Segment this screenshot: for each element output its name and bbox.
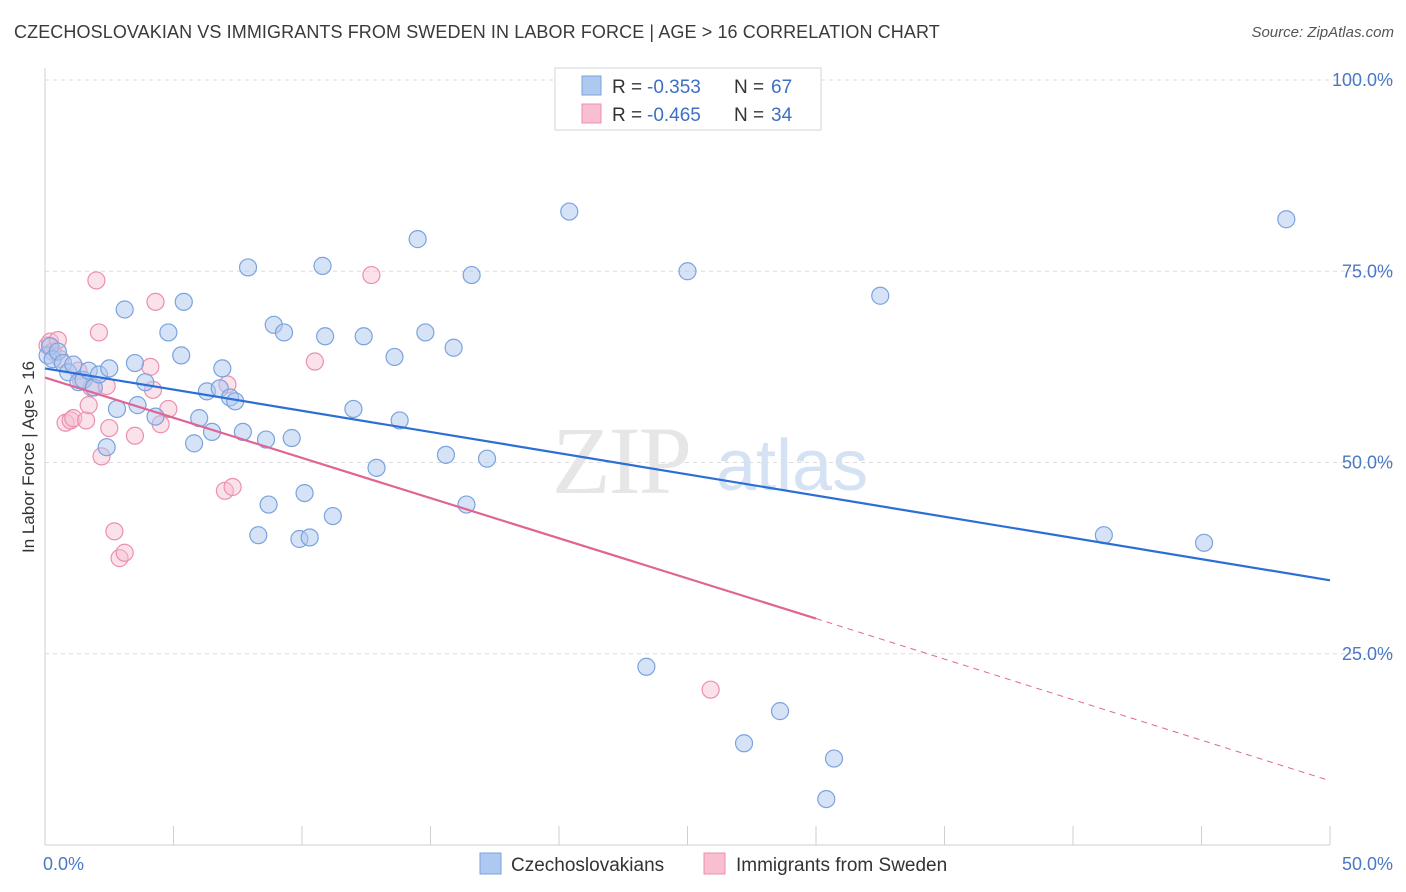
legend-r-value-2: -0.465 <box>647 105 701 126</box>
data-point-czechoslovakians <box>300 528 319 547</box>
data-point-czechoslovakians <box>249 526 268 545</box>
data-point-czechoslovakians <box>678 262 697 281</box>
data-point-immigrants-from-sweden <box>362 265 381 285</box>
watermark-atlas: atlas <box>716 426 868 506</box>
data-point-czechoslovakians <box>316 327 335 346</box>
data-point-immigrants-from-sweden <box>305 352 324 371</box>
y-tick-label: 50.0% <box>1342 453 1393 473</box>
data-point-czechoslovakians <box>184 434 204 453</box>
data-point-czechoslovakians <box>1277 210 1296 229</box>
watermark-zip: ZIP <box>552 407 690 514</box>
data-point-czechoslovakians <box>344 399 363 419</box>
data-point-immigrants-from-sweden <box>100 418 119 438</box>
legend-r-label-1: R = <box>612 77 642 98</box>
data-point-czechoslovakians <box>560 202 579 221</box>
watermark: ZIP atlas <box>552 407 868 514</box>
data-point-czechoslovakians <box>817 789 836 809</box>
x-tick-labels: 0.0% 50.0% <box>43 854 1393 874</box>
data-point-immigrants-from-sweden <box>146 292 165 311</box>
grid-lines <box>45 79 1393 655</box>
data-point-immigrants-from-sweden <box>105 522 124 541</box>
y-axis-label: In Labor Force | Age > 16 <box>19 361 38 553</box>
x-tick-label: 0.0% <box>43 854 84 874</box>
data-point-immigrants-from-sweden <box>223 477 242 497</box>
data-point-czechoslovakians <box>416 323 435 342</box>
data-point-czechoslovakians <box>354 327 373 346</box>
trend-line-czechoslovakians <box>44 367 1331 582</box>
data-point-czechoslovakians <box>390 411 409 430</box>
legend-n-label-2: N = <box>734 105 764 126</box>
trend-line-immigrants-from-sweden <box>44 376 817 620</box>
data-point-czechoslovakians <box>172 346 191 365</box>
data-point-czechoslovakians <box>734 734 754 753</box>
data-point-czechoslovakians <box>824 749 844 768</box>
bottom-legend: Czechoslovakians Immigrants from Sweden <box>479 852 947 876</box>
data-point-czechoslovakians <box>274 323 294 342</box>
bottom-legend-swatch-pink <box>703 852 726 875</box>
data-point-czechoslovakians <box>871 286 890 305</box>
data-point-czechoslovakians <box>125 353 145 373</box>
data-point-immigrants-from-sweden <box>115 543 134 562</box>
data-point-czechoslovakians <box>213 359 232 378</box>
data-point-immigrants-from-sweden <box>125 426 145 445</box>
bottom-legend-czechoslovakians: Czechoslovakians <box>511 855 664 876</box>
data-point-czechoslovakians <box>367 458 386 477</box>
data-point-czechoslovakians <box>436 445 456 464</box>
legend-n-label-1: N = <box>734 77 764 98</box>
data-point-czechoslovakians <box>100 359 119 378</box>
legend-n-value-2: 34 <box>771 105 793 126</box>
bottom-legend-swatch-blue <box>479 852 502 875</box>
legend-r-value-1: -0.353 <box>647 77 701 98</box>
data-point-czechoslovakians <box>238 258 258 277</box>
data-point-czechoslovakians <box>770 702 790 721</box>
data-point-czechoslovakians <box>128 396 147 415</box>
data-point-czechoslovakians <box>159 323 178 342</box>
legend-swatch-blue <box>581 75 602 96</box>
data-point-czechoslovakians <box>1194 533 1214 552</box>
data-point-czechoslovakians <box>444 338 463 357</box>
source-label: Source: ZipAtlas.com <box>1251 24 1394 41</box>
data-point-immigrants-from-sweden <box>87 271 106 290</box>
data-point-czechoslovakians <box>462 265 481 285</box>
top-legend: R = -0.353 N = 67 R = -0.465 N = 34 <box>554 67 822 131</box>
legend-n-value-1: 67 <box>771 77 792 98</box>
series-czechoslovakians <box>38 202 1296 809</box>
y-tick-labels: 25.0% 50.0% 75.0% 100.0% <box>1332 70 1393 664</box>
data-point-czechoslovakians <box>256 430 276 449</box>
data-point-immigrants-from-sweden <box>141 357 160 376</box>
data-point-czechoslovakians <box>408 230 427 249</box>
chart-title: CZECHOSLOVAKIAN VS IMMIGRANTS FROM SWEDE… <box>14 22 940 42</box>
data-point-czechoslovakians <box>323 506 342 526</box>
data-point-immigrants-from-sweden <box>89 323 109 342</box>
data-point-czechoslovakians <box>115 300 134 319</box>
data-point-immigrants-from-sweden <box>77 411 96 430</box>
trend-lines <box>44 367 1331 782</box>
data-point-czechoslovakians <box>97 438 116 457</box>
trend-line-immigrants-from-sweden-extension <box>815 618 1331 782</box>
data-point-czechoslovakians <box>282 428 301 448</box>
data-point-immigrants-from-sweden <box>79 396 98 415</box>
x-tick-label: 50.0% <box>1342 854 1393 874</box>
data-point-czechoslovakians <box>174 292 193 311</box>
data-point-immigrants-from-sweden <box>701 680 720 699</box>
data-point-immigrants-from-sweden <box>61 411 80 430</box>
y-tick-label: 75.0% <box>1342 261 1393 281</box>
data-point-czechoslovakians <box>295 484 314 503</box>
data-point-czechoslovakians <box>477 449 497 468</box>
y-tick-label: 25.0% <box>1342 644 1393 664</box>
data-point-czechoslovakians <box>64 355 83 374</box>
data-point-czechoslovakians <box>637 657 656 676</box>
data-point-czechoslovakians <box>313 256 332 275</box>
data-point-czechoslovakians <box>259 495 278 514</box>
axes <box>44 68 1331 846</box>
data-point-immigrants-from-sweden <box>110 549 129 568</box>
bottom-legend-immigrants-from-sweden: Immigrants from Sweden <box>736 855 947 876</box>
legend-swatch-pink <box>581 103 602 124</box>
y-tick-label: 100.0% <box>1332 70 1393 90</box>
data-point-czechoslovakians <box>385 347 404 367</box>
legend-r-label-2: R = <box>612 105 642 126</box>
data-point-czechoslovakians <box>136 373 155 392</box>
